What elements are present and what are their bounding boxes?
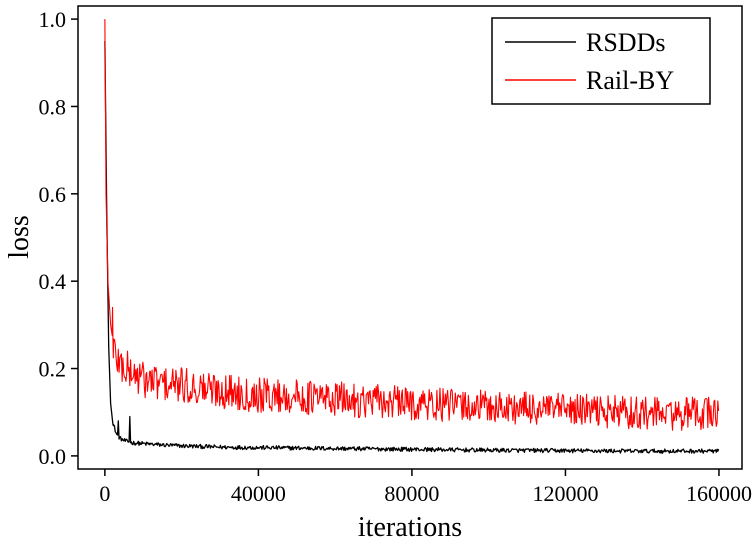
y-axis-ticks: 0.0 0.2 0.4 0.6 0.8 1.0 bbox=[39, 7, 78, 469]
x-axis-title: iterations bbox=[358, 512, 462, 543]
y-tick-label: 1.0 bbox=[39, 7, 67, 32]
series-line-rail-by bbox=[104, 19, 720, 431]
plot-frame bbox=[77, 5, 743, 470]
x-tick-label: 80000 bbox=[384, 481, 439, 506]
x-tick-label: 40000 bbox=[231, 481, 286, 506]
x-tick-label: 160000 bbox=[686, 481, 752, 506]
y-tick-label: 0.6 bbox=[39, 182, 67, 207]
legend: RSDDs Rail-BY bbox=[491, 17, 711, 105]
y-axis-title: loss bbox=[4, 215, 35, 259]
y-tick-label: 0.4 bbox=[39, 269, 67, 294]
plot-lines bbox=[104, 19, 720, 454]
y-tick-label: 0.8 bbox=[39, 94, 67, 119]
legend-label-rsdds: RSDDs bbox=[586, 28, 665, 57]
legend-label-rail-by: Rail-BY bbox=[586, 66, 674, 95]
x-axis-ticks: 0 40000 80000 120000 160000 bbox=[99, 469, 752, 506]
y-tick-label: 0.2 bbox=[39, 357, 67, 382]
legend-box bbox=[491, 17, 711, 105]
y-tick-label: 0.0 bbox=[39, 444, 67, 469]
series-line-rsdds bbox=[104, 40, 720, 454]
x-tick-label: 0 bbox=[99, 481, 110, 506]
x-tick-label: 120000 bbox=[532, 481, 598, 506]
